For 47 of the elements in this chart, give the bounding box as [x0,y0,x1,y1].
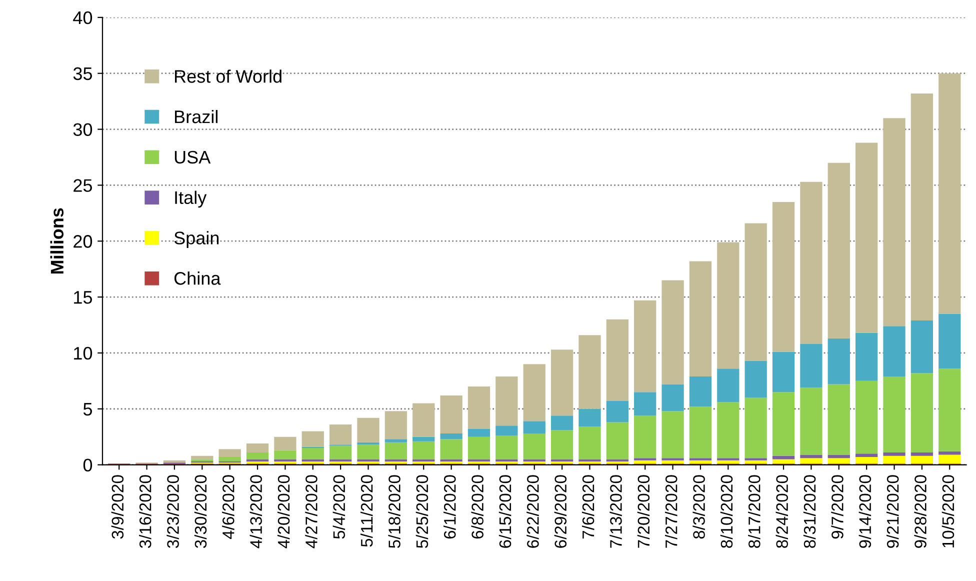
x-tick-label: 3/23/2020 [166,475,179,548]
y-tick-label: 25 [74,179,92,192]
y-axis-title: Millions [50,208,64,274]
x-tick-label: 7/20/2020 [637,475,650,548]
x-tick-label: 4/27/2020 [305,475,318,548]
y-tick-label: 15 [74,291,92,304]
legend-label: Spain [174,231,219,248]
x-tick-label: 4/20/2020 [277,475,290,548]
x-tick-label: 6/8/2020 [471,475,484,539]
x-tick-label: 5/18/2020 [388,475,400,548]
x-tick-label: 10/5/2020 [942,475,954,548]
x-tick-label: 9/28/2020 [914,475,926,548]
x-tick-label: 6/15/2020 [498,475,512,548]
y-tick-label: 30 [73,123,92,136]
x-tick-label: 8/31/2020 [803,475,816,548]
y-tick-label: 5 [83,403,92,416]
y-tick-label: 20 [74,235,92,248]
x-tick-label: 5/11/2020 [360,475,373,547]
x-tick-label: 7/27/2020 [665,475,678,548]
legend-label: China [174,272,221,285]
legend-label: USA [174,150,211,164]
x-tick-label: 9/21/2020 [886,475,899,548]
x-tick-label: 7/13/2020 [610,475,622,548]
x-tick-label: 4/13/2020 [250,475,262,548]
x-tick-label: 3/9/2020 [111,475,124,539]
x-tick-label: 5/25/2020 [416,475,428,548]
x-tick-label: 8/24/2020 [776,475,788,548]
x-tick-label: 9/7/2020 [831,475,844,539]
y-tick-label: 35 [73,67,92,80]
x-tick-label: 4/6/2020 [222,475,234,540]
x-tick-label: 6/29/2020 [554,475,567,548]
x-tick-label: 8/10/2020 [720,475,733,548]
x-tick-label: 5/4/2020 [332,475,346,539]
x-tick-label: 3/30/2020 [194,475,207,548]
y-tick-label: 0 [83,458,92,472]
y-tick-label: 10 [74,346,92,360]
x-tick-label: 7/6/2020 [582,475,594,539]
legend-label: Brazil [175,110,218,124]
x-tick-label: 6/22/2020 [526,475,539,548]
y-tick-label: 40 [73,11,92,24]
x-tick-label: 6/1/2020 [444,475,456,539]
x-tick-label: 8/3/2020 [692,475,705,539]
legend-label: Italy [175,190,207,208]
x-tick-label: 9/14/2020 [858,475,872,548]
x-tick-label: 8/17/2020 [748,475,760,548]
legend-label: Rest of World [175,70,282,83]
x-tick-label: 3/16/2020 [139,475,152,548]
